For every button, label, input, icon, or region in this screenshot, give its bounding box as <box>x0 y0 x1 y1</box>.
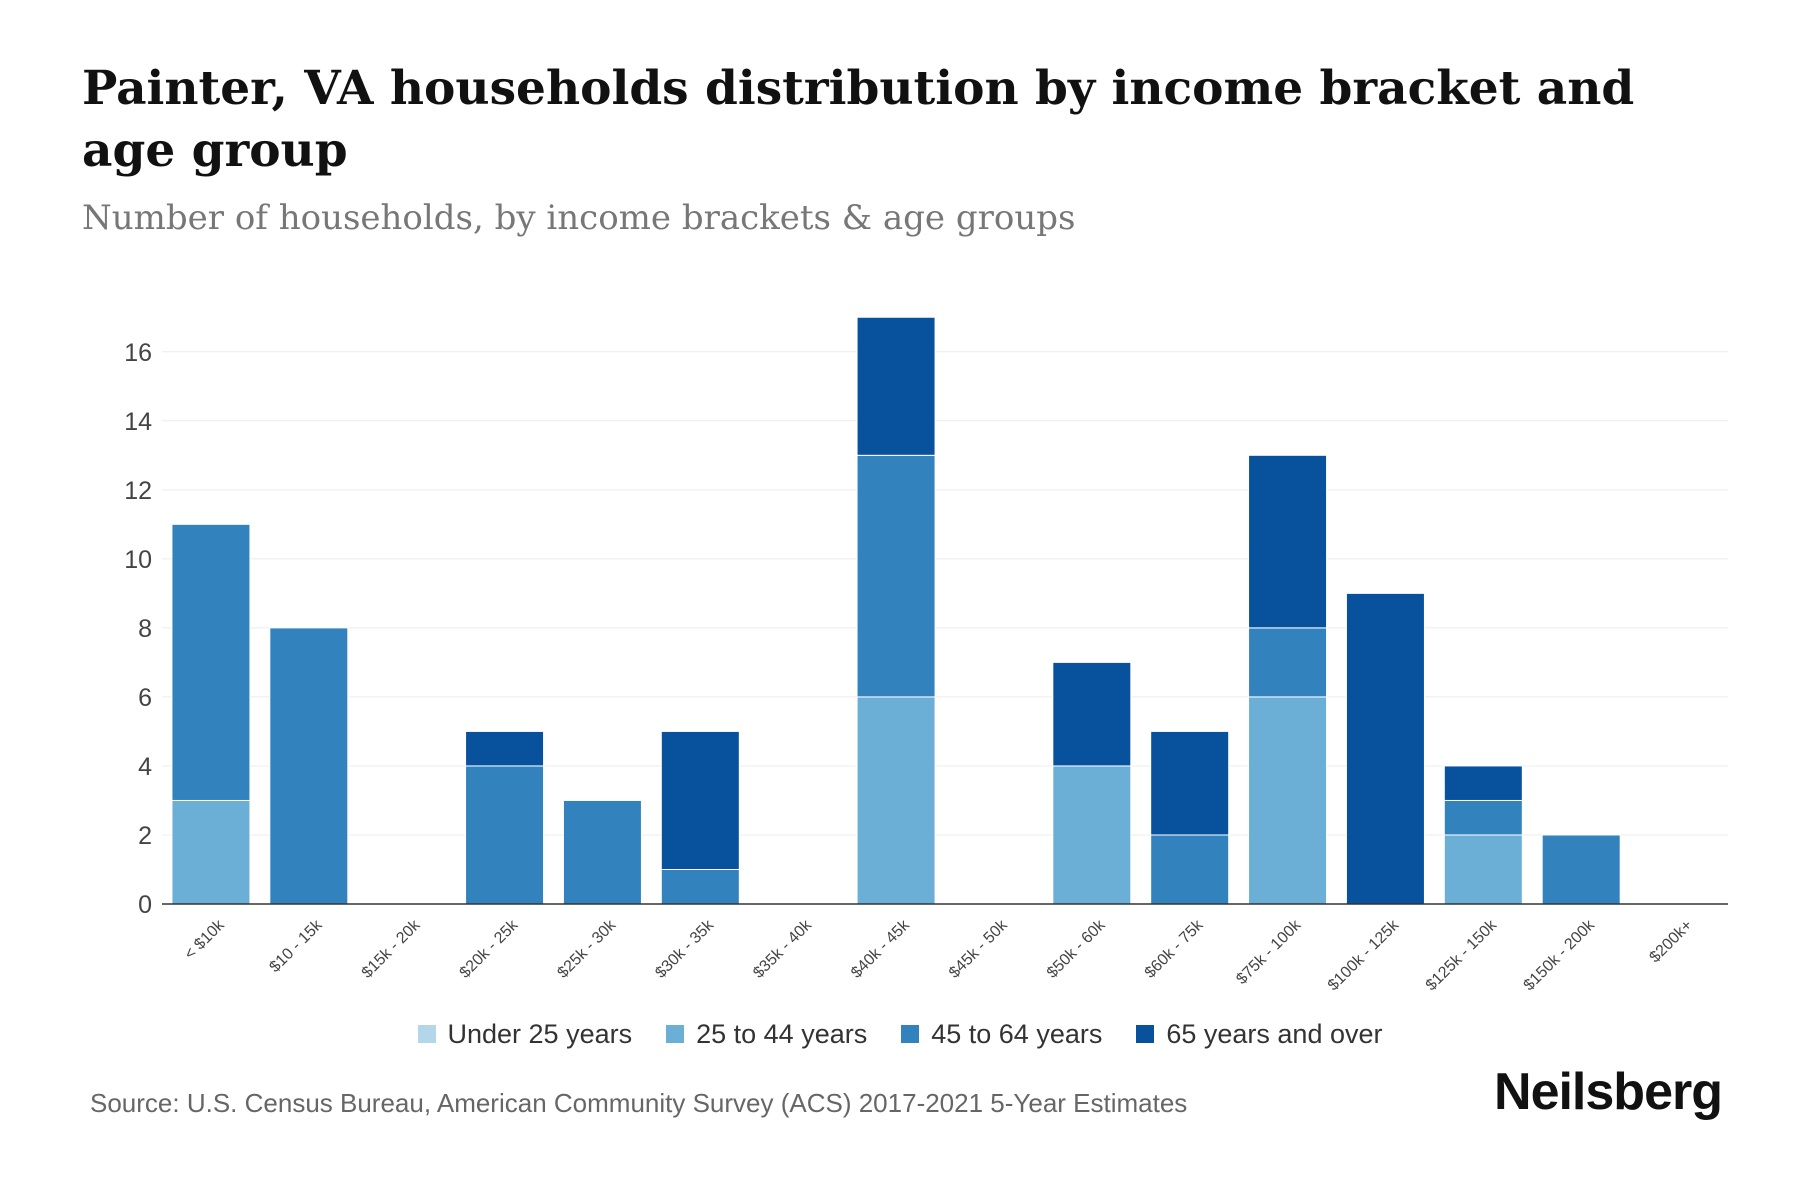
y-tick-label: 12 <box>124 477 152 505</box>
x-tick-label: < $10k <box>181 916 228 963</box>
bar-segment <box>171 799 251 905</box>
legend-label: Under 25 years <box>447 1018 633 1049</box>
x-tick-label: $10 - 15k <box>266 916 326 976</box>
x-tick-label: $25k - 30k <box>554 916 620 982</box>
bar-segment <box>1443 765 1523 801</box>
y-tick-label: 2 <box>138 822 152 850</box>
bar-segment <box>1248 696 1328 905</box>
bar-segment <box>1150 834 1230 905</box>
x-tick-label: $200k+ <box>1646 917 1695 966</box>
bar-segment <box>562 799 642 905</box>
chart-legend: Under 25 years 25 to 44 years 45 to 64 yea… <box>0 1014 1800 1054</box>
y-tick-label: 6 <box>138 684 152 712</box>
x-tick-label: $125k - 150k <box>1423 916 1501 994</box>
legend-swatch <box>901 1025 920 1043</box>
legend-item: Under 25 years <box>417 1018 633 1050</box>
legend-item: 65 years and over <box>1136 1018 1383 1050</box>
x-tick-label: $50k - 60k <box>1044 916 1110 982</box>
bar-segment <box>269 627 349 905</box>
y-tick-label: 16 <box>124 339 152 367</box>
bar-segment <box>1248 454 1328 629</box>
bar-segment <box>856 696 936 905</box>
legend-swatch <box>417 1025 436 1043</box>
x-tick-label: $45k - 50k <box>946 916 1012 982</box>
x-tick-label: $40k - 45k <box>848 916 914 982</box>
chart-subtitle: Number of households, by income brackets… <box>82 198 1076 238</box>
y-tick-label: 14 <box>124 408 152 436</box>
legend-swatch <box>1136 1025 1155 1043</box>
bar-segment <box>856 454 936 698</box>
bar-segment <box>660 868 740 905</box>
x-tick-label: $20k - 25k <box>457 916 523 982</box>
legend-label: 65 years and over <box>1166 1018 1383 1049</box>
legend-item: 45 to 64 years <box>901 1019 1102 1050</box>
legend-item: 25 to 44 years <box>666 1019 867 1050</box>
legend-swatch <box>666 1025 685 1043</box>
bar-segment <box>1052 765 1132 905</box>
bar-segment <box>1052 661 1132 767</box>
bar-segment <box>1248 627 1328 698</box>
legend-label: 45 to 64 years <box>931 1018 1103 1049</box>
bar-segment <box>1345 592 1425 905</box>
bar-segment <box>1541 834 1621 905</box>
bar-segment <box>465 765 545 905</box>
bar-segment <box>171 523 251 801</box>
legend-label: 25 to 44 years <box>696 1018 868 1049</box>
chart-title: Painter, VA households distribution by i… <box>82 61 1635 178</box>
brand-logo: Neilsberg <box>1494 1063 1723 1121</box>
bar-segment <box>465 730 545 767</box>
x-tick-label: $75k - 100k <box>1233 916 1305 988</box>
x-tick-label: $150k - 200k <box>1521 916 1599 994</box>
y-tick-label: 0 <box>138 891 152 919</box>
bar-segment <box>1150 730 1230 836</box>
y-tick-label: 8 <box>138 615 152 643</box>
y-tick-label: 10 <box>124 546 152 574</box>
bar-segment <box>856 316 936 456</box>
x-tick-label: $15k - 20k <box>359 916 425 982</box>
bar-segment <box>660 730 740 870</box>
bar-segment <box>1443 834 1523 905</box>
y-tick-label: 4 <box>138 753 152 781</box>
x-tick-label: $60k - 75k <box>1142 916 1208 982</box>
x-tick-label: $35k - 40k <box>750 916 816 982</box>
x-tick-label: $100k - 125k <box>1325 916 1403 994</box>
bar-segment <box>1443 799 1523 836</box>
source-note: Source: U.S. Census Bureau, American Com… <box>90 1088 1188 1118</box>
x-tick-label: $30k - 35k <box>652 916 718 982</box>
